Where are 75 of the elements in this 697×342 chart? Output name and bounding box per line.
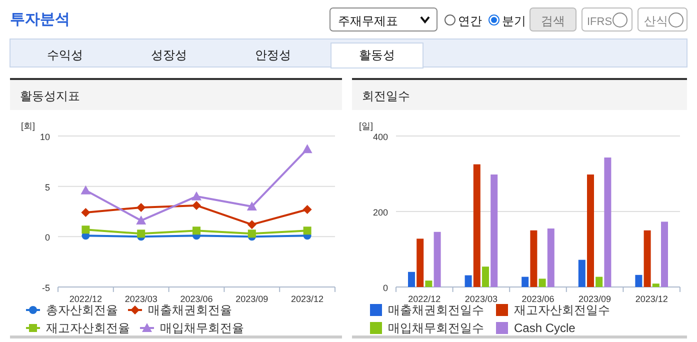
text: IFRS: [587, 16, 612, 28]
legend-label: 총자산회전율: [46, 303, 118, 317]
point: [81, 208, 90, 218]
x-tick-label: 2023/12: [635, 294, 668, 304]
bar: [547, 228, 554, 287]
bar: [416, 238, 424, 287]
bar: [635, 274, 642, 287]
point: [136, 216, 146, 225]
bar: [464, 275, 472, 287]
x-tick-label: 2023/06: [180, 294, 213, 304]
bar: [652, 284, 660, 287]
point: [82, 226, 90, 234]
text: 산식: [644, 14, 668, 28]
bar: [604, 158, 612, 287]
category-label: 성장성: [151, 48, 187, 62]
bar: [522, 276, 529, 287]
category-label: 수익성: [47, 48, 83, 62]
text: 분기: [502, 14, 526, 28]
point: [248, 230, 256, 238]
text: 투자분석: [10, 11, 70, 28]
point: [80, 185, 91, 194]
bar: [578, 260, 586, 287]
chart-title: 회전일수: [362, 89, 410, 103]
y-tick-label: 5: [44, 182, 50, 192]
legend-label: Cash Cycle: [514, 321, 576, 335]
bar: [596, 276, 603, 287]
chart-title: 활동성지표: [20, 89, 80, 103]
bar: [434, 232, 441, 287]
y-axis-title: [회]: [21, 121, 36, 131]
category-label: 안정성: [255, 48, 291, 62]
point: [136, 202, 146, 212]
text: 검색: [541, 14, 565, 28]
bar: [425, 280, 432, 287]
y-tick-label: 0: [44, 232, 50, 243]
y-tick-label: 400: [372, 132, 388, 142]
bar: [644, 230, 651, 287]
point: [137, 230, 146, 238]
x-tick-label: 2023/06: [522, 294, 554, 304]
y-tick-label: 10: [40, 132, 50, 142]
legend-label: 재고자산회전율: [46, 321, 130, 335]
bar: [473, 164, 480, 287]
y-tick-label: 200: [372, 208, 388, 218]
point: [302, 144, 312, 154]
point: [192, 226, 200, 235]
category-label: 활동성: [359, 48, 395, 62]
y-axis-title: [일]: [359, 121, 374, 131]
legend-label: 매입채무회전율: [160, 321, 244, 335]
x-tick-label: 2023/12: [291, 294, 324, 304]
bar: [482, 266, 489, 287]
x-tick-label: 2023/03: [124, 294, 158, 304]
bar: [538, 278, 546, 287]
point: [302, 204, 312, 214]
text: 주재무제표: [338, 14, 398, 28]
bar: [661, 222, 668, 287]
x-tick-label: 2023/03: [464, 294, 498, 304]
bar: [490, 174, 498, 287]
legend-label: 매출채권회전일수: [388, 303, 484, 317]
x-tick-label: 2022/12: [408, 294, 441, 304]
point: [303, 226, 312, 235]
text: 연간: [458, 14, 482, 28]
legend-label: 매출채권회전율: [148, 303, 232, 317]
x-tick-label: 2022/12: [69, 294, 102, 304]
y-tick-label: 0: [382, 283, 388, 293]
y-tick-label: -5: [42, 283, 50, 293]
legend-label: 재고자산회전일수: [514, 303, 610, 317]
bar: [408, 272, 415, 287]
x-tick-label: 2023/09: [578, 294, 612, 304]
point: [246, 201, 257, 210]
point: [192, 200, 201, 210]
x-tick-label: 2023/09: [236, 294, 268, 304]
bar: [530, 230, 538, 287]
legend-label: 매입채무회전일수: [388, 321, 484, 335]
bar: [587, 174, 594, 287]
point: [192, 191, 202, 200]
point: [247, 220, 256, 230]
